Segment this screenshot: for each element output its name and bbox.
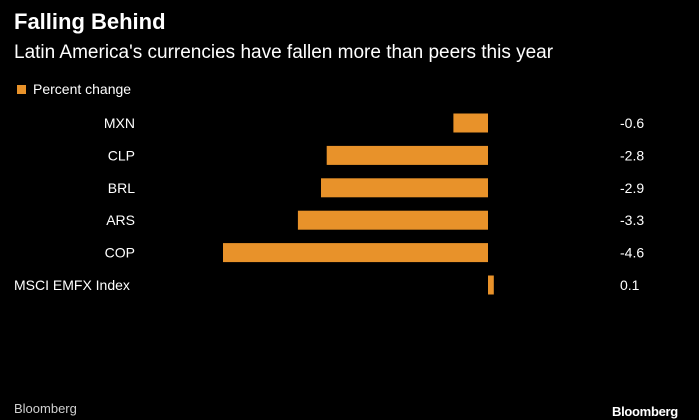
value-label: -2.8 — [620, 147, 644, 163]
chart-title: Falling Behind — [14, 9, 166, 34]
source-note: Bloomberg — [14, 401, 77, 416]
bloomberg-logo: Bloomberg — [612, 404, 678, 419]
category-label: MXN — [104, 115, 135, 131]
value-label: -4.6 — [620, 245, 644, 261]
value-label: -3.3 — [620, 212, 644, 228]
value-label: -0.6 — [620, 115, 644, 131]
bar-brl — [321, 178, 488, 198]
chart-legend: Percent change — [17, 81, 131, 97]
chart-subtitle: Latin America's currencies have fallen m… — [14, 42, 554, 63]
category-label: COP — [105, 245, 135, 261]
category-label: BRL — [108, 180, 135, 196]
bar-ars — [297, 210, 488, 230]
bar-cop — [223, 243, 488, 263]
value-label: -2.9 — [620, 180, 644, 196]
category-label: MSCI EMFX Index — [14, 277, 130, 293]
bar-mxn — [453, 113, 488, 133]
legend-label: Percent change — [33, 81, 132, 97]
bar-clp — [326, 145, 488, 165]
legend-swatch — [17, 84, 26, 94]
category-label: CLP — [108, 147, 135, 163]
category-label: ARS — [106, 212, 135, 228]
value-label: 0.1 — [620, 277, 640, 293]
bar-msci-emfx-index — [488, 275, 494, 295]
